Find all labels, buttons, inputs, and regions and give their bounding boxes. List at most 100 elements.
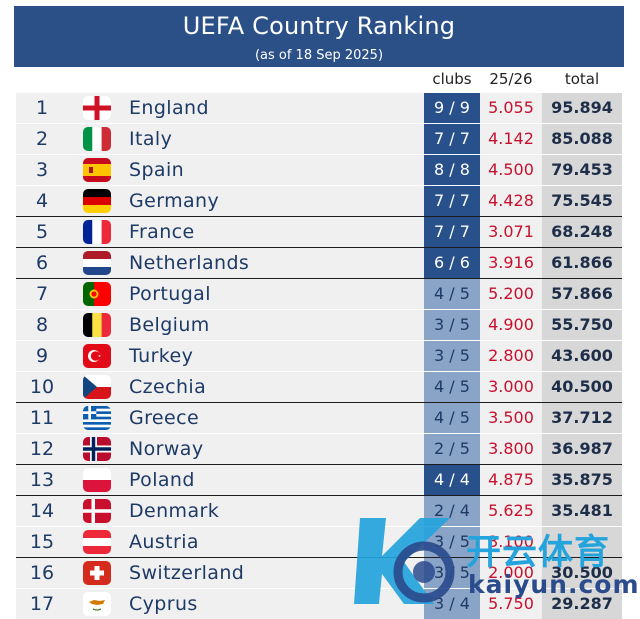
column-header-total: total	[564, 70, 600, 88]
table-row: 4 Germany 7 / 7 4.428 75.545	[16, 185, 622, 216]
clubs-remaining: 8 / 8	[424, 155, 480, 185]
country-name: Netherlands	[129, 252, 250, 274]
table-row: 12 Norway 2 / 5 3.800 36.987	[16, 433, 622, 464]
total-points: 37.712	[542, 403, 622, 433]
total-points: 30.500	[542, 558, 622, 588]
rank-number: 10	[29, 376, 55, 398]
clubs-remaining: 3 / 5	[424, 341, 480, 371]
rank-number: 17	[29, 593, 55, 615]
season-points: 3.100	[488, 532, 534, 551]
ranking-table: 1 England 9 / 9 5.055 95.894 2 Italy 7 /…	[16, 92, 622, 619]
total-points: 40.500	[542, 372, 622, 402]
rank-number: 7	[35, 283, 49, 305]
table-row: 8 Belgium 3 / 5 4.900 55.750	[16, 309, 622, 340]
country-name: Switzerland	[129, 562, 245, 584]
season-points: 3.000	[488, 377, 534, 396]
country-name: Portugal	[129, 283, 211, 305]
czechia-flag-icon	[83, 375, 111, 399]
country-name: Austria	[129, 531, 199, 553]
column-header-clubs: clubs	[432, 70, 472, 88]
germany-flag-icon	[83, 189, 111, 213]
rank-number: 3	[35, 159, 49, 181]
england-flag-icon	[83, 96, 111, 120]
country-name: Germany	[129, 190, 220, 212]
rank-number: 4	[35, 190, 49, 212]
table-row: 15 Austria 3 / 5 3.100	[16, 526, 622, 557]
country-name: France	[129, 221, 195, 243]
country-name: Belgium	[129, 314, 210, 336]
table-row: 3 Spain 8 / 8 4.500 79.453	[16, 154, 622, 185]
table-row: 13 Poland 4 / 4 4.875 35.875	[16, 464, 622, 495]
total-points: 79.453	[542, 155, 622, 185]
column-header-season: 25/26	[489, 70, 533, 88]
rank-number: 13	[29, 469, 55, 491]
table-row: 9 Turkey 3 / 5 2.800 43.600	[16, 340, 622, 371]
total-points: 95.894	[542, 93, 622, 123]
total-points: 36.987	[542, 434, 622, 464]
table-row: 1 England 9 / 9 5.055 95.894	[16, 92, 622, 123]
clubs-remaining: 9 / 9	[424, 93, 480, 123]
table-row: 6 Netherlands 6 / 6 3.916 61.866	[16, 247, 622, 278]
season-points: 3.916	[488, 253, 534, 272]
total-points: 68.248	[542, 217, 622, 247]
table-row: 11 Greece 4 / 5 3.500 37.712	[16, 402, 622, 433]
page-title: UEFA Country Ranking	[182, 12, 456, 40]
table-row: 17 Cyprus 3 / 4 5.750 29.287	[16, 588, 622, 619]
country-name: England	[129, 97, 209, 119]
season-points: 5.750	[488, 594, 534, 613]
austria-flag-icon	[83, 530, 111, 554]
table-row: 16 Switzerland 3 / 5 2.000 30.500	[16, 557, 622, 588]
table-row: 5 France 7 / 7 3.071 68.248	[16, 216, 622, 247]
season-points: 2.000	[488, 563, 534, 582]
rank-number: 2	[35, 128, 49, 150]
season-points: 3.800	[488, 439, 534, 458]
ranking-date-subtitle: (as of 18 Sep 2025)	[254, 48, 384, 63]
clubs-remaining: 3 / 5	[424, 310, 480, 340]
country-name: Greece	[129, 407, 200, 429]
season-points: 5.200	[488, 284, 534, 303]
country-name: Denmark	[129, 500, 220, 522]
country-name: Cyprus	[129, 593, 198, 615]
france-flag-icon	[83, 220, 111, 244]
rank-number: 6	[35, 252, 49, 274]
total-points: 35.875	[542, 465, 622, 495]
belgium-flag-icon	[83, 313, 111, 337]
greece-flag-icon	[83, 406, 111, 430]
rank-number: 14	[29, 500, 55, 522]
clubs-remaining: 6 / 6	[424, 248, 480, 278]
netherlands-flag-icon	[83, 251, 111, 275]
rank-number: 9	[35, 345, 49, 367]
total-points: 43.600	[542, 341, 622, 371]
country-name: Poland	[129, 469, 195, 491]
season-points: 4.875	[488, 470, 534, 489]
turkey-flag-icon	[83, 344, 111, 368]
total-points: 55.750	[542, 310, 622, 340]
clubs-remaining: 4 / 5	[424, 403, 480, 433]
clubs-remaining: 2 / 4	[424, 496, 480, 526]
rank-number: 8	[35, 314, 49, 336]
rank-number: 5	[35, 221, 49, 243]
clubs-remaining: 2 / 5	[424, 434, 480, 464]
clubs-remaining: 7 / 7	[424, 217, 480, 247]
clubs-remaining: 3 / 5	[424, 558, 480, 588]
country-name: Czechia	[129, 376, 207, 398]
clubs-remaining: 3 / 5	[424, 527, 480, 557]
poland-flag-icon	[83, 468, 111, 492]
switzerland-flag-icon	[83, 561, 111, 585]
clubs-remaining: 3 / 4	[424, 589, 480, 619]
season-points: 4.142	[488, 129, 534, 148]
rank-number: 16	[29, 562, 55, 584]
total-points: 29.287	[542, 589, 622, 619]
ranking-header-banner: UEFA Country Ranking (as of 18 Sep 2025)	[14, 6, 624, 67]
rank-number: 11	[29, 407, 55, 429]
country-name: Turkey	[129, 345, 194, 367]
season-points: 5.055	[488, 98, 534, 117]
season-points: 3.071	[488, 222, 534, 241]
total-points: 57.866	[542, 279, 622, 309]
country-name: Italy	[129, 128, 173, 150]
total-points: 75.545	[542, 186, 622, 216]
portugal-flag-icon	[83, 282, 111, 306]
table-row: 7 Portugal 4 / 5 5.200 57.866	[16, 278, 622, 309]
clubs-remaining: 4 / 5	[424, 372, 480, 402]
clubs-remaining: 4 / 4	[424, 465, 480, 495]
